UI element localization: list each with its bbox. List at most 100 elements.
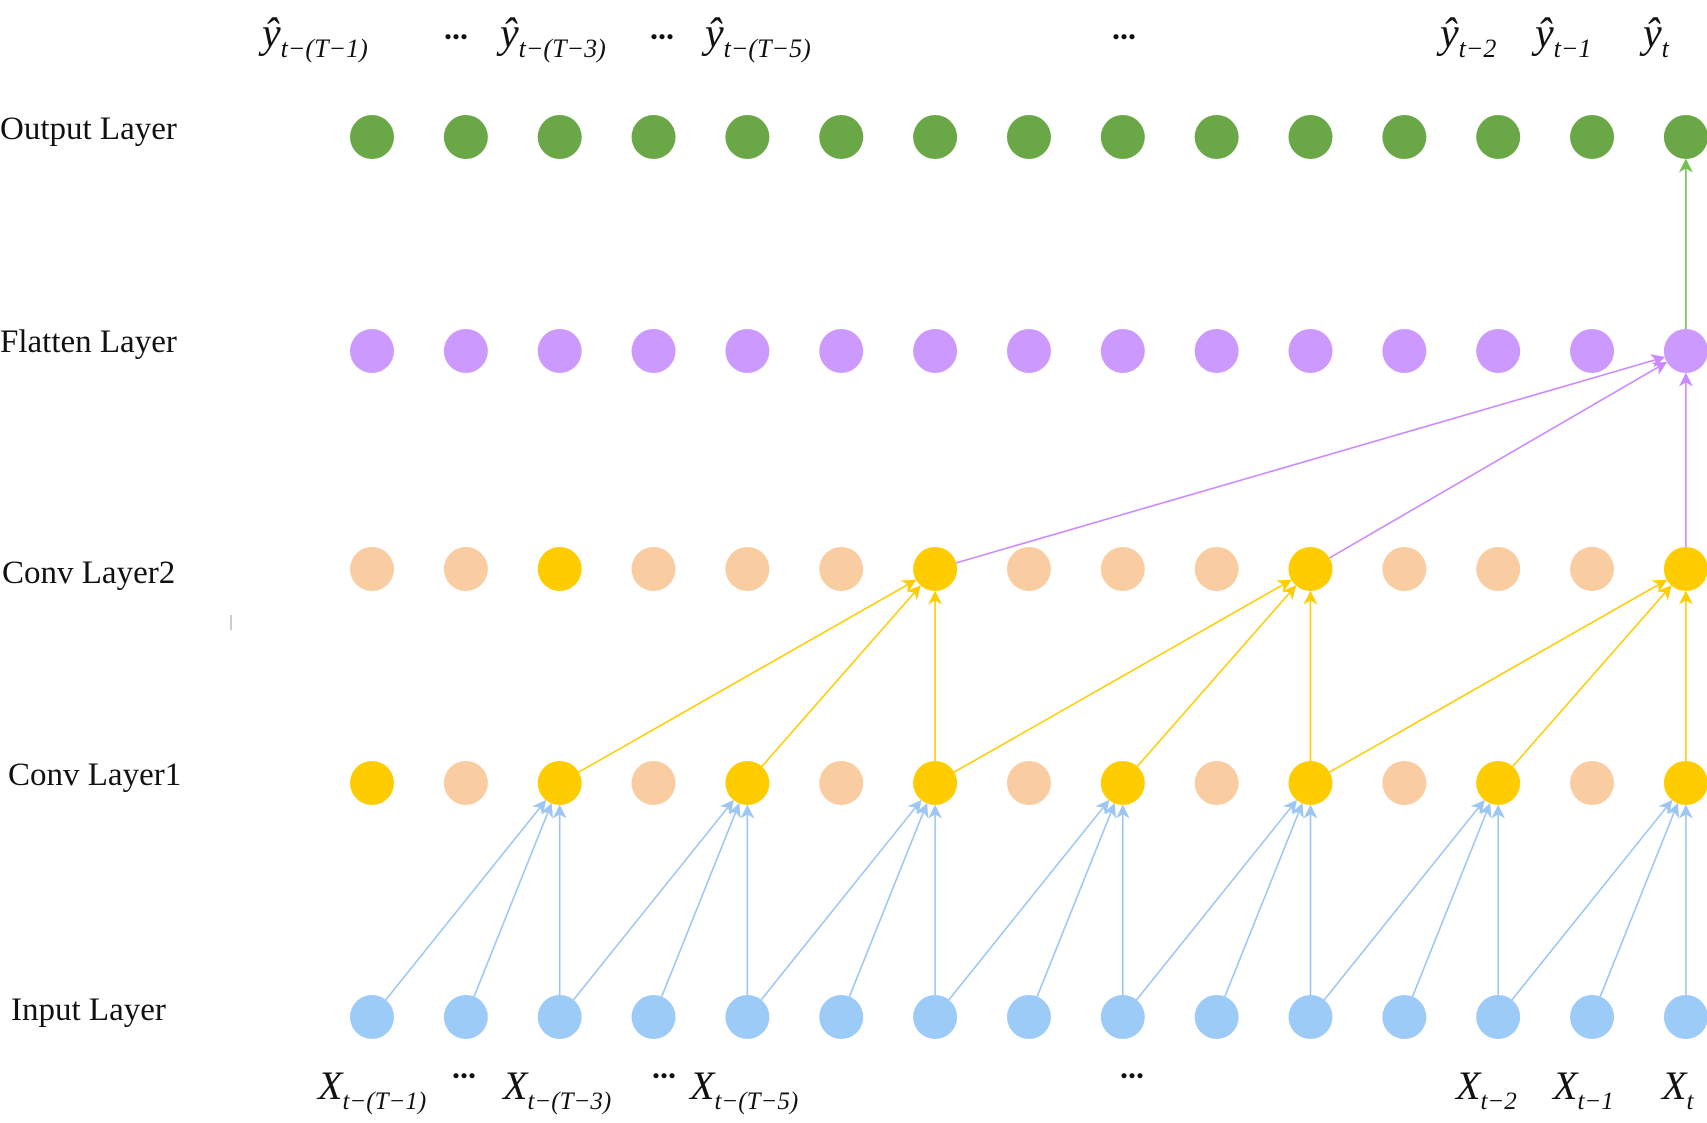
input-node [1570, 995, 1615, 1039]
output-time-label: ŷt−(T−1) [258, 11, 368, 63]
input-node [725, 995, 770, 1039]
edge-conv1-to-conv2 [761, 585, 921, 767]
output-time-label: ŷt [1639, 11, 1670, 63]
flatten-node [631, 329, 676, 373]
layer-label-conv1: Conv Layer1 [8, 757, 181, 793]
output-node [1100, 115, 1145, 159]
output-time-symbol: ŷ [1531, 11, 1554, 57]
flatten-node [1006, 329, 1051, 373]
input-time-label: Xt−2 [1454, 1063, 1517, 1115]
output-node [537, 115, 582, 159]
input-time-subscript: t−(T−5) [714, 1088, 798, 1115]
output-node [1382, 115, 1427, 159]
conv2-node [1194, 547, 1239, 591]
output-time-subscript: t−(T−5) [724, 34, 811, 63]
conv1-node-active [1100, 761, 1145, 805]
input-node [537, 995, 582, 1039]
input-time-ellipsis: ... [1120, 1049, 1144, 1085]
layer-label-conv2: Conv Layer2 [2, 555, 175, 591]
input-node [1100, 995, 1145, 1039]
edge-conv1-to-conv2 [1512, 585, 1672, 767]
output-time-subscript: t−1 [1554, 34, 1592, 63]
flatten-node [1663, 329, 1707, 373]
output-time-label: ŷt−(T−5) [701, 11, 811, 63]
conv1-node [1194, 761, 1239, 805]
input-time-label: Xt−(T−1) [316, 1063, 426, 1115]
input-time-label: Xt [1660, 1063, 1694, 1115]
input-time-subscript: t−(T−3) [527, 1088, 611, 1115]
layer-label-output: Output Layer [0, 111, 177, 147]
input-node [1006, 995, 1051, 1039]
input-time-symbol: X [688, 1063, 716, 1108]
nodes-group [350, 115, 1707, 1039]
input-time-symbol: X [1454, 1063, 1482, 1108]
conv2-node-active [1663, 547, 1707, 591]
edge-input-to-conv1 [1599, 803, 1680, 997]
input-time-ellipsis: ... [652, 1049, 676, 1085]
edge-conv1-to-conv2 [1329, 579, 1668, 773]
input-node [443, 995, 488, 1039]
input-time-symbol: X [501, 1063, 529, 1108]
edge-input-to-conv1 [1511, 799, 1673, 1001]
output-time-label: ŷt−2 [1436, 11, 1496, 63]
conv2-node [631, 547, 676, 591]
conv2-node [1476, 547, 1521, 591]
conv2-node [443, 547, 488, 591]
conv2-node [350, 547, 394, 591]
output-node [443, 115, 488, 159]
input-time-symbol: X [1660, 1063, 1688, 1108]
input-time-subscript: t [1686, 1088, 1694, 1115]
conv2-node [819, 547, 864, 591]
input-time-ellipsis: ... [452, 1049, 476, 1085]
layer-label-input: Input Layer [11, 992, 166, 1028]
conv2-node [1100, 547, 1145, 591]
edge-input-to-conv1 [1135, 799, 1297, 1001]
edge-input-to-conv1 [660, 803, 741, 997]
flatten-node [725, 329, 770, 373]
output-time-ellipsis: ... [650, 10, 674, 46]
input-time-label: Xt−1 [1551, 1063, 1614, 1115]
flatten-node [1288, 329, 1333, 373]
edge-input-to-conv1 [760, 799, 922, 1001]
input-node [819, 995, 864, 1039]
flatten-node [1570, 329, 1615, 373]
flatten-node [1194, 329, 1239, 373]
edge-input-to-conv1 [1411, 803, 1492, 997]
conv2-node [1006, 547, 1051, 591]
input-time-symbol: X [1551, 1063, 1579, 1108]
conv1-node [1570, 761, 1615, 805]
output-time-symbol: ŷ [496, 11, 519, 57]
output-time-subscript: t−(T−1) [281, 34, 368, 63]
input-time-subscript: t−(T−1) [342, 1088, 426, 1115]
output-time-symbol: ŷ [1639, 11, 1662, 57]
conv1-node [443, 761, 488, 805]
edge-input-to-conv1 [572, 799, 734, 1001]
flatten-node [1382, 329, 1427, 373]
edge-input-to-conv1 [948, 799, 1110, 1001]
conv2-node [725, 547, 770, 591]
output-time-labels: ŷt−(T−1)... ŷt−(T−3)... ŷt−(T−5)... ŷt−2 ŷt−… [258, 10, 1670, 63]
input-node [1288, 995, 1333, 1039]
output-node [631, 115, 676, 159]
output-node [1663, 115, 1707, 159]
edge-input-to-conv1 [385, 799, 547, 1001]
input-time-subscript: t−1 [1577, 1088, 1613, 1115]
edge-input-to-conv1 [1323, 799, 1485, 1001]
input-time-label: Xt−(T−3) [501, 1063, 611, 1115]
output-time-symbol: ŷ [258, 11, 281, 57]
conv1-node-active [1288, 761, 1333, 805]
input-node [350, 995, 394, 1039]
flatten-node [913, 329, 958, 373]
flatten-node [537, 329, 582, 373]
output-time-subscript: t−2 [1459, 34, 1497, 63]
input-time-labels: Xt−(T−1)... Xt−(T−3)... Xt−(T−5)... Xt−2 Xt−… [316, 1049, 1694, 1115]
input-node [1663, 995, 1707, 1039]
edge-conv1-to-conv2 [1136, 585, 1297, 767]
output-node [1570, 115, 1615, 159]
output-node [819, 115, 864, 159]
conv1-node [1382, 761, 1427, 805]
conv1-node-active [350, 761, 394, 805]
flatten-node [1476, 329, 1521, 373]
flatten-node [1100, 329, 1145, 373]
